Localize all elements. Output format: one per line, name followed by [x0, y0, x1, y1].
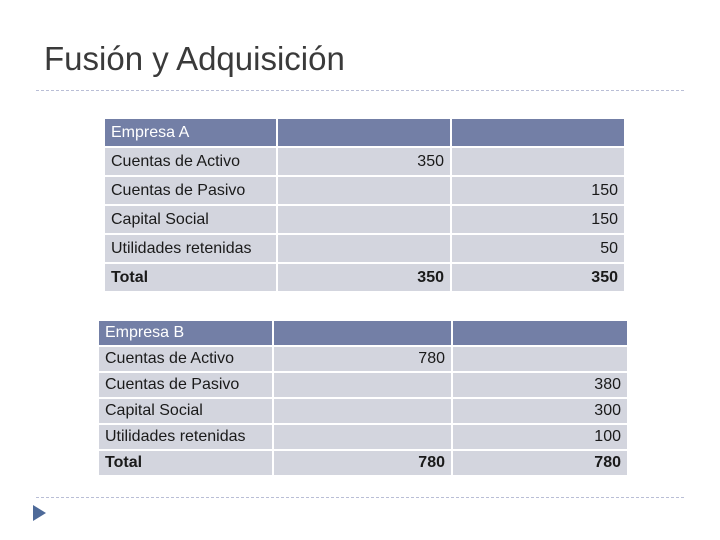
- debit-total: 780: [274, 451, 451, 475]
- debit-cell: [274, 373, 451, 397]
- company-name: Empresa A: [105, 119, 276, 146]
- company-name: Empresa B: [99, 321, 272, 345]
- bottom-divider: [36, 497, 684, 498]
- empresa-a-table: Empresa A Cuentas de Activo 350 Cuentas …: [103, 117, 626, 293]
- total-row: Total 780 780: [99, 451, 627, 475]
- credit-cell: 380: [453, 373, 627, 397]
- table-header-row: Empresa A: [105, 119, 624, 146]
- debit-total: 350: [278, 264, 450, 291]
- table-row: Cuentas de Pasivo 380: [99, 373, 627, 397]
- debit-cell: [278, 177, 450, 204]
- table-row: Cuentas de Activo 350: [105, 148, 624, 175]
- row-label: Total: [105, 264, 276, 291]
- row-label: Utilidades retenidas: [99, 425, 272, 449]
- credit-header: [452, 119, 624, 146]
- credit-cell: 150: [452, 206, 624, 233]
- table-header-row: Empresa B: [99, 321, 627, 345]
- credit-cell: 150: [452, 177, 624, 204]
- debit-cell: [278, 206, 450, 233]
- row-label: Capital Social: [99, 399, 272, 423]
- credit-cell: 50: [452, 235, 624, 262]
- row-label: Total: [99, 451, 272, 475]
- credit-cell: 100: [453, 425, 627, 449]
- credit-cell: [452, 148, 624, 175]
- row-label: Cuentas de Pasivo: [99, 373, 272, 397]
- row-label: Capital Social: [105, 206, 276, 233]
- debit-cell: 350: [278, 148, 450, 175]
- total-row: Total 350 350: [105, 264, 624, 291]
- debit-header: [274, 321, 451, 345]
- bullet-arrow-icon: [33, 505, 46, 521]
- credit-header: [453, 321, 627, 345]
- row-label: Cuentas de Activo: [99, 347, 272, 371]
- debit-header: [278, 119, 450, 146]
- credit-cell: [453, 347, 627, 371]
- credit-total: 350: [452, 264, 624, 291]
- row-label: Cuentas de Pasivo: [105, 177, 276, 204]
- empresa-b-table: Empresa B Cuentas de Activo 780 Cuentas …: [97, 319, 629, 477]
- debit-cell: [274, 399, 451, 423]
- slide-title: Fusión y Adquisición: [44, 40, 345, 77]
- debit-cell: 780: [274, 347, 451, 371]
- table-row: Capital Social 150: [105, 206, 624, 233]
- row-label: Utilidades retenidas: [105, 235, 276, 262]
- debit-cell: [278, 235, 450, 262]
- credit-cell: 300: [453, 399, 627, 423]
- credit-total: 780: [453, 451, 627, 475]
- table-row: Cuentas de Activo 780: [99, 347, 627, 371]
- debit-cell: [274, 425, 451, 449]
- top-divider: [36, 90, 684, 91]
- table-row: Utilidades retenidas 100: [99, 425, 627, 449]
- row-label: Cuentas de Activo: [105, 148, 276, 175]
- table-row: Capital Social 300: [99, 399, 627, 423]
- table-row: Cuentas de Pasivo 150: [105, 177, 624, 204]
- table-row: Utilidades retenidas 50: [105, 235, 624, 262]
